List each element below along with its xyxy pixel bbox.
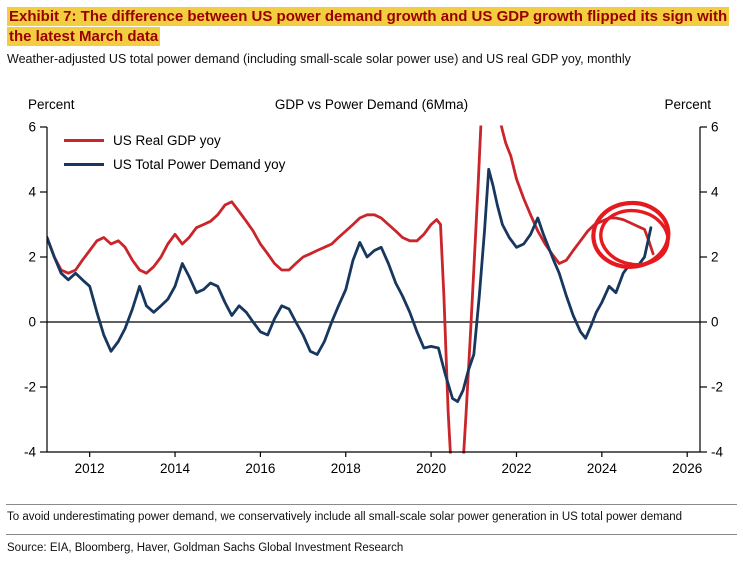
svg-text:2016: 2016 [245,461,275,476]
legend-swatch-power-demand [64,162,104,167]
power-demand-line [47,167,653,404]
legend-item-power-demand: US Total Power Demand yoy [64,157,285,172]
svg-text:4: 4 [28,185,36,200]
chart-title: GDP vs Power Demand (6Mma) [274,97,469,112]
svg-text:2024: 2024 [587,461,618,476]
svg-text:-4: -4 [711,445,723,460]
svg-text:-2: -2 [24,380,36,395]
axis-label-left: Percent [28,97,75,112]
svg-text:-2: -2 [711,380,723,395]
legend-label-gdp: US Real GDP yoy [113,133,221,148]
axis-label-right: Percent [664,97,711,112]
legend: US Real GDP yoy US Total Power Demand yo… [64,133,285,172]
annotation-circle-overstroke [599,208,670,267]
svg-text:-4: -4 [24,445,36,460]
exhibit-title-text: Exhibit 7: The difference between US pow… [7,7,730,46]
svg-text:2012: 2012 [75,461,105,476]
svg-text:6: 6 [711,120,719,135]
legend-swatch-gdp [64,138,104,143]
exhibit-title: Exhibit 7: The difference between US pow… [7,7,737,47]
svg-text:0: 0 [28,315,36,330]
svg-text:0: 0 [711,315,719,330]
source-note: Source: EIA, Bloomberg, Haver, Goldman S… [7,542,404,554]
x-axis-ticks: 2012 2014 2016 2018 2020 2022 2024 2026 [75,452,702,476]
annotation-circle [591,200,671,269]
divider-bottom [6,534,737,535]
legend-item-gdp: US Real GDP yoy [64,133,285,148]
divider-top [6,504,737,505]
footnote: To avoid underestimating power demand, w… [7,511,683,523]
svg-text:4: 4 [711,185,719,200]
svg-text:2022: 2022 [501,461,531,476]
svg-text:2014: 2014 [160,461,191,476]
svg-text:2026: 2026 [672,461,702,476]
svg-text:2: 2 [28,250,36,265]
svg-text:2: 2 [711,250,719,265]
chart-subtitle: Weather-adjusted US total power demand (… [7,52,631,66]
series-group [47,125,655,454]
y-axis-ticks: 6 6 4 4 2 2 0 0 -2 -2 -4 -4 [24,120,724,460]
svg-text:2018: 2018 [331,461,361,476]
svg-text:2020: 2020 [416,461,446,476]
legend-label-power-demand: US Total Power Demand yoy [113,157,286,172]
svg-text:6: 6 [28,120,36,135]
chart-svg: 6 6 4 4 2 2 0 0 -2 -2 -4 -4 2012 2014 2016 2018 2020 2022… [24,120,724,477]
